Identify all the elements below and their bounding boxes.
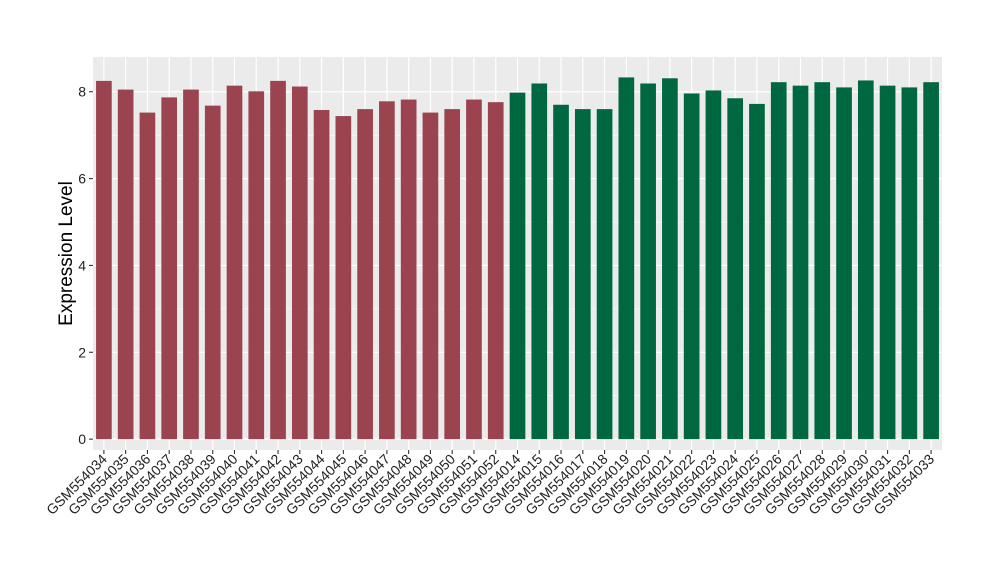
bar-GSM554047 [379,101,395,440]
bar-GSM554034 [96,80,112,440]
bar-GSM554052 [487,102,504,440]
bar-GSM554027 [792,85,809,440]
bar-GSM554016 [553,104,569,440]
bar-GSM554029 [836,87,852,440]
bar-GSM554049 [422,112,439,440]
bar-GSM554021 [662,78,678,440]
bar-GSM554032 [901,87,918,440]
bar-GSM554019 [618,77,635,440]
bar-GSM554028 [814,82,831,440]
bar-GSM554020 [640,83,656,440]
y-axis-title: Expression Level [56,181,77,326]
y-axis: 0 2 4 6 8 [78,84,93,447]
y-tick-label: 2 [78,344,86,360]
bar-GSM554024 [727,98,744,440]
bar-GSM554042 [270,80,286,440]
bar-GSM554041 [248,91,265,440]
y-tick-label: 4 [78,257,86,273]
bar-GSM554022 [683,93,700,440]
bar-GSM554031 [879,85,896,440]
bar-GSM554044 [313,109,330,440]
bar-GSM554015 [531,83,548,440]
bar-GSM554038 [183,89,199,440]
bar-GSM554050 [444,109,461,440]
bar-GSM554018 [596,109,613,440]
bar-GSM554040 [226,85,243,440]
y-tick-label: 0 [78,431,86,447]
bar-GSM554046 [357,109,373,440]
bar-GSM554033 [923,82,939,440]
bar-GSM554030 [857,80,874,440]
bar-GSM554017 [574,109,591,440]
bar-GSM554037 [161,97,178,440]
bar-GSM554035 [117,89,134,440]
bar-GSM554023 [705,90,722,440]
bar-GSM554045 [335,116,352,440]
bar-GSM554025 [749,103,765,440]
y-tick-label: 6 [78,171,86,187]
bar-GSM554036 [139,112,156,440]
bar-GSM554014 [509,92,526,440]
bar-GSM554039 [204,105,221,440]
bar-GSM554026 [770,82,787,440]
bar-GSM554048 [400,99,417,440]
y-tick-label: 8 [78,84,86,100]
bar-GSM554051 [466,99,482,440]
bar-GSM554043 [291,86,308,440]
x-axis: GSM554034GSM554035GSM554036GSM554037GSM5… [43,450,937,518]
bars [96,77,939,440]
